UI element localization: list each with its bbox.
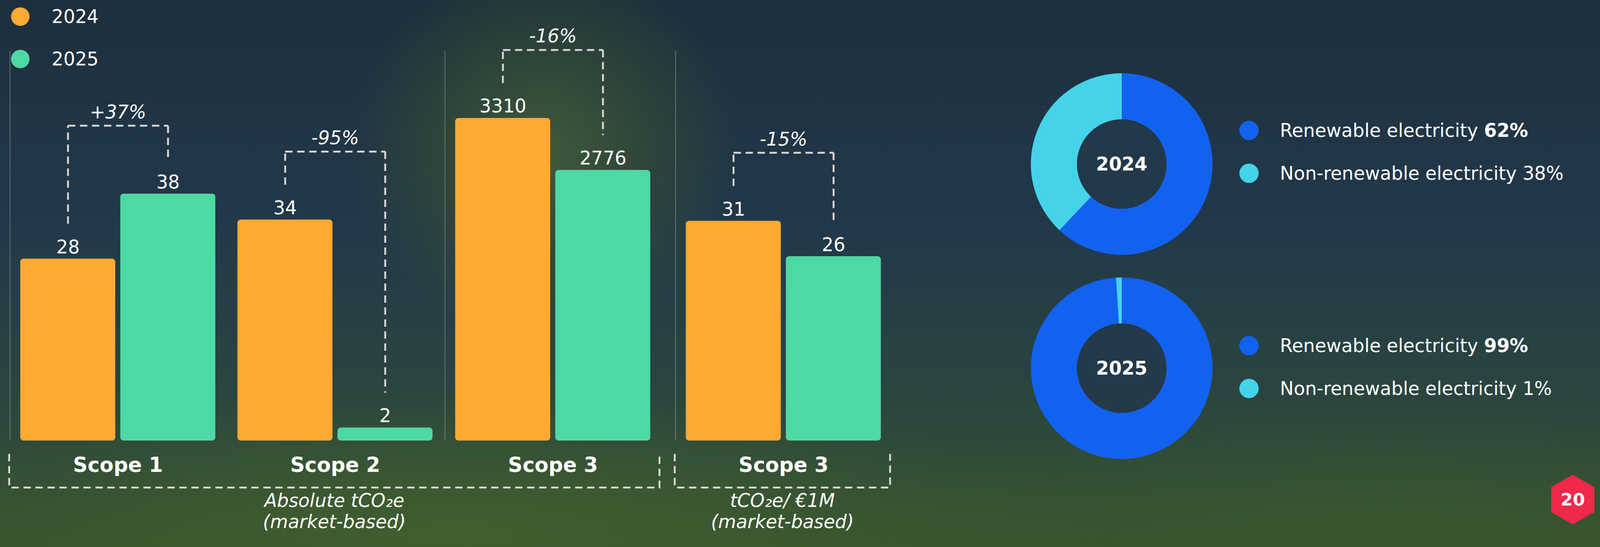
svg-text:Absolute tCO₂e(market-based): Absolute tCO₂e(market-based): [262, 490, 406, 533]
svg-text:2024: 2024: [1095, 153, 1148, 175]
svg-text:2: 2: [379, 405, 391, 427]
svg-text:Scope 1: Scope 1: [72, 453, 163, 477]
svg-text:Scope 3: Scope 3: [507, 453, 598, 477]
svg-text:38: 38: [156, 171, 180, 193]
svg-text:31: 31: [721, 198, 746, 221]
svg-text:3310: 3310: [479, 95, 527, 117]
svg-text:Non-renewable electricity 38%: Non-renewable electricity 38%: [1279, 162, 1564, 185]
html-text:2024: 2024: [51, 5, 99, 28]
svg-text:-15%: -15%: [759, 128, 808, 150]
svg-text:Renewable electricity 62%: Renewable electricity 62%: [1279, 119, 1529, 142]
svg-text:Scope 3: Scope 3: [738, 453, 829, 477]
svg-text:-95%: -95%: [311, 127, 359, 149]
svg-text:-16%: -16%: [529, 25, 577, 47]
html-text:2025: 2025: [51, 48, 99, 70]
svg-text:28: 28: [56, 236, 80, 258]
svg-text:+37%: +37%: [89, 101, 147, 123]
svg-text:20: 20: [1560, 489, 1586, 511]
svg-text:Scope 2: Scope 2: [290, 453, 381, 477]
svg-text:2776: 2776: [579, 147, 627, 169]
svg-text:26: 26: [821, 234, 846, 256]
svg-text:2025: 2025: [1095, 357, 1148, 380]
svg-text:Non-renewable electricity 1%: Non-renewable electricity 1%: [1279, 378, 1553, 400]
svg-text:tCO₂e/ €1M(market-based): tCO₂e/ €1M(market-based): [710, 490, 854, 533]
svg-text:Renewable electricity 99%: Renewable electricity 99%: [1279, 335, 1529, 357]
svg-text:34: 34: [273, 197, 298, 219]
